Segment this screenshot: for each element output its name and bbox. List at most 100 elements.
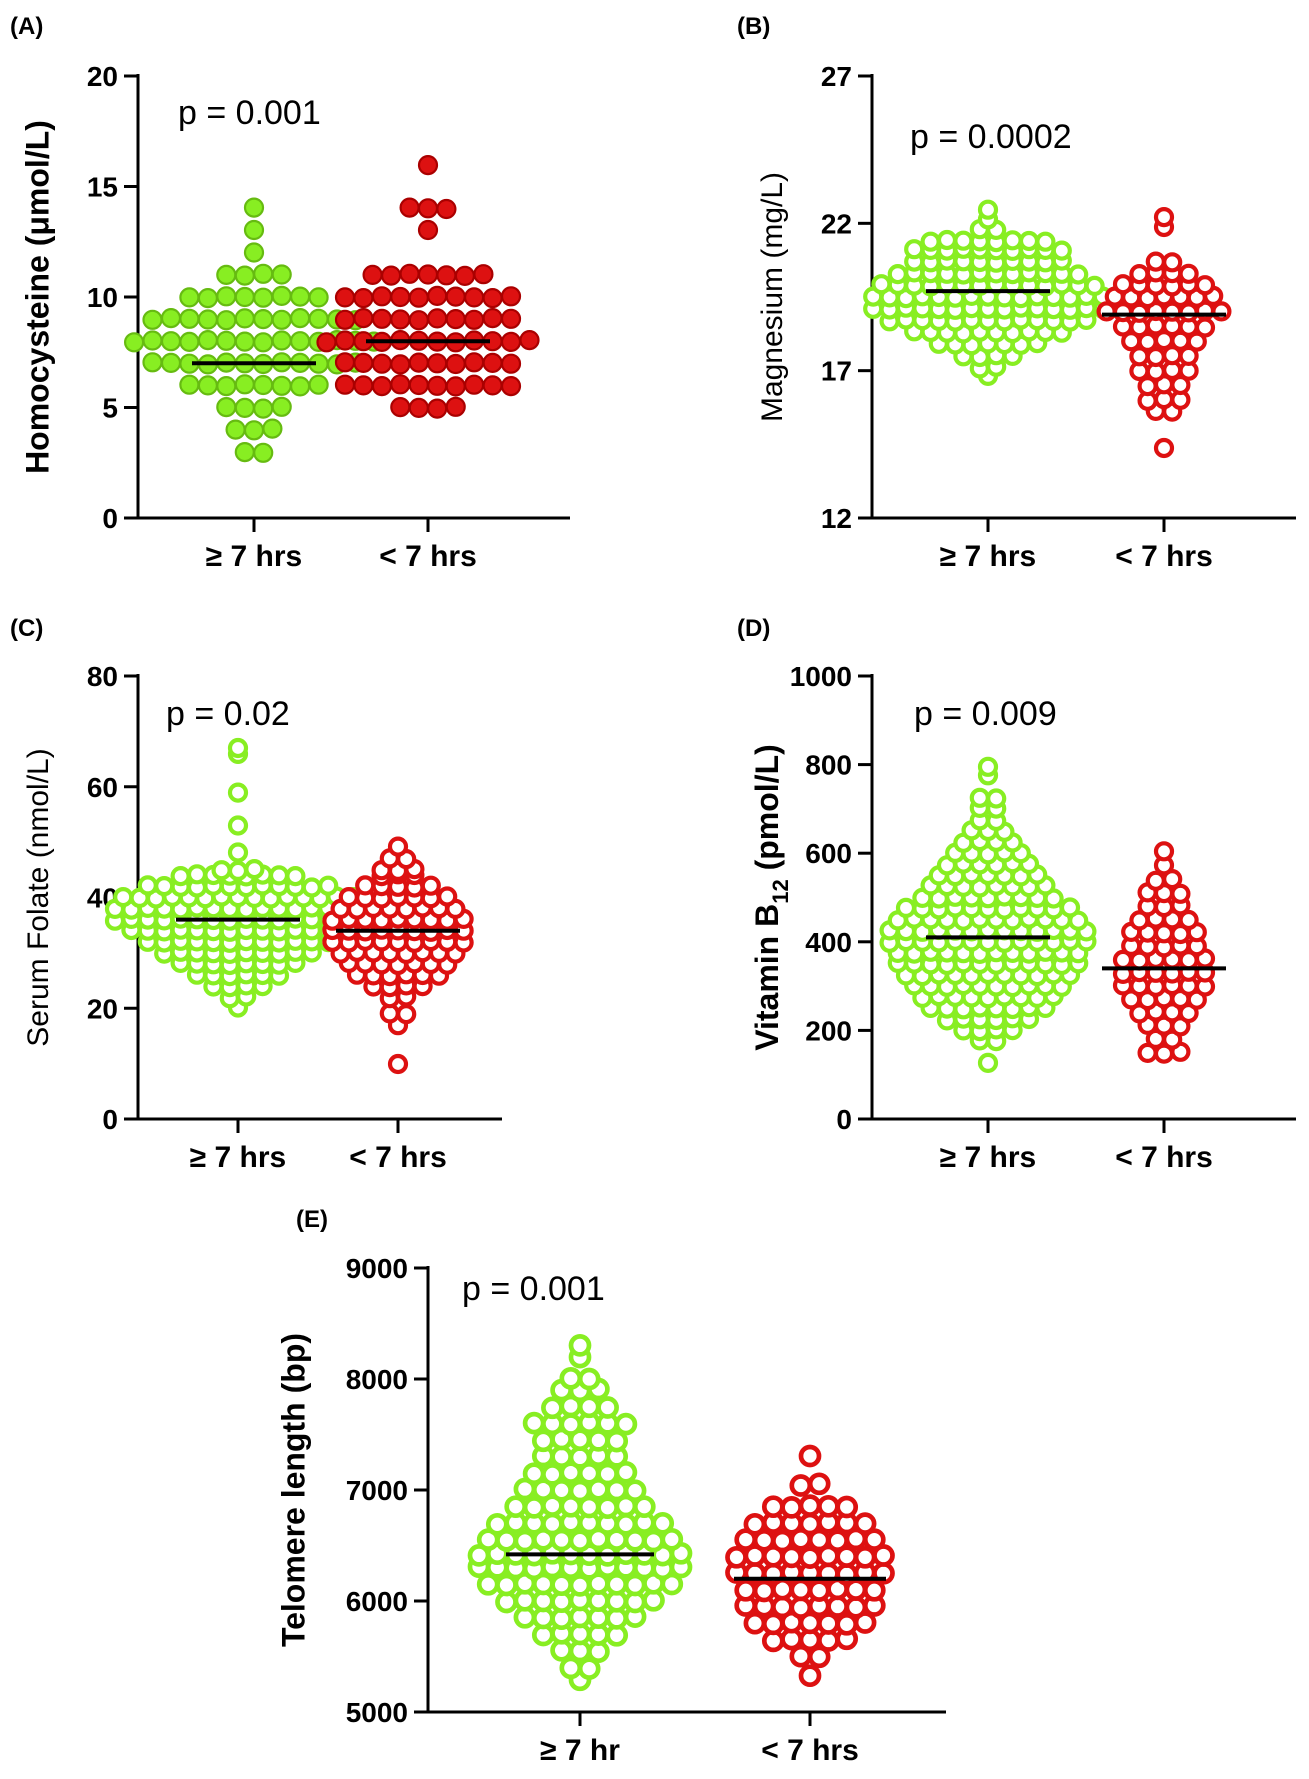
data-point <box>271 375 292 396</box>
x-category-label: ≥ 7 hrs <box>206 540 303 573</box>
x-category-label: < 7 hrs <box>761 1734 859 1767</box>
data-point <box>614 1412 638 1436</box>
data-point <box>986 788 1007 809</box>
y-tick-label: 200 <box>805 1015 852 1046</box>
data-point <box>920 231 941 252</box>
data-point <box>427 398 448 419</box>
y-tick-label: 800 <box>805 750 852 781</box>
data-point <box>160 331 182 352</box>
data-point <box>271 309 292 330</box>
data-point <box>862 1578 886 1602</box>
data-point <box>568 1529 592 1553</box>
data-point <box>1153 437 1175 459</box>
data-point <box>798 1512 822 1536</box>
data-point <box>1178 909 1199 931</box>
data-point <box>216 330 237 351</box>
data-point <box>225 419 246 440</box>
data-point <box>482 288 503 309</box>
data-point <box>243 219 265 241</box>
data-point <box>464 352 485 373</box>
data-point <box>1178 263 1199 284</box>
data-point <box>541 1463 564 1486</box>
data-point <box>436 198 457 220</box>
panel-label: (C) <box>10 615 43 642</box>
y-tick-label: 27 <box>821 61 852 92</box>
data-point <box>390 374 411 395</box>
data-point <box>253 374 274 396</box>
data-point <box>427 285 448 306</box>
data-point <box>568 1334 592 1357</box>
y-tick-label: 600 <box>805 838 852 869</box>
data-point <box>1129 264 1150 285</box>
data-point <box>485 1512 509 1536</box>
panel-label: (E) <box>296 1206 328 1233</box>
data-point <box>227 860 249 882</box>
data-point <box>234 286 255 308</box>
data-point <box>408 374 429 396</box>
data-point <box>445 286 466 307</box>
data-point <box>513 1529 537 1553</box>
data-point <box>154 875 175 897</box>
data-point <box>408 287 429 308</box>
data-point <box>334 374 356 395</box>
data-point <box>417 198 439 219</box>
data-point <box>504 1495 528 1519</box>
data-point <box>396 1003 417 1025</box>
data-point <box>445 396 466 417</box>
x-category-label: ≥ 7 hr <box>540 1734 620 1767</box>
data-point <box>179 331 200 352</box>
data-point <box>408 310 429 331</box>
series-short-sleep <box>1096 207 1232 459</box>
series-long-sleep <box>879 756 1097 1074</box>
y-tick-label: 5 <box>102 393 118 424</box>
data-point <box>417 219 439 241</box>
chart-panel-e: (E) 5000 6000 7000 8000 9000 ≥ 7 hr < 7 hrs Telo… <box>275 1206 946 1767</box>
data-point <box>253 332 274 353</box>
data-point <box>1162 252 1183 273</box>
data-point <box>334 309 356 330</box>
data-point <box>445 376 466 397</box>
data-point <box>253 309 274 330</box>
x-category-label: ≥ 7 hrs <box>190 1141 287 1174</box>
data-point <box>387 1053 409 1075</box>
data-point <box>522 1462 546 1486</box>
data-point <box>271 330 292 351</box>
y-tick-label: 9000 <box>346 1253 408 1284</box>
data-point <box>334 287 356 308</box>
data-point <box>1194 317 1216 338</box>
chart-panel-b: (B) 12 17 22 27 ≥ 7 hrs < 7 hrs Magnesium (mg/L… <box>737 13 1296 573</box>
data-point <box>216 376 237 397</box>
data-point <box>953 230 974 251</box>
data-point <box>1035 231 1056 252</box>
data-point <box>1170 883 1191 904</box>
data-point <box>353 375 374 396</box>
data-point <box>522 1411 546 1435</box>
data-point <box>420 875 441 896</box>
data-point <box>301 877 322 898</box>
data-point <box>541 1396 564 1420</box>
data-point <box>160 352 182 373</box>
data-point <box>904 239 925 260</box>
data-point <box>408 397 429 418</box>
data-point <box>596 1396 619 1419</box>
data-point <box>137 875 158 896</box>
p-value-label: p = 0.0002 <box>910 118 1072 156</box>
data-point <box>807 1645 831 1669</box>
x-category-label: ≥ 7 hrs <box>940 540 1037 573</box>
y-tick-label: 80 <box>87 661 118 692</box>
data-point <box>500 376 522 397</box>
data-point <box>244 858 265 880</box>
data-point <box>771 1529 794 1553</box>
x-category-label: < 7 hrs <box>1115 540 1213 573</box>
y-tick-label: 10 <box>87 282 118 313</box>
data-point <box>623 1479 647 1503</box>
data-point <box>1018 230 1040 252</box>
data-point <box>559 1366 583 1390</box>
data-point <box>253 442 274 463</box>
data-point <box>1059 897 1081 918</box>
data-point <box>482 352 503 373</box>
data-point <box>390 354 411 375</box>
y-tick-label: 22 <box>821 208 852 239</box>
data-point <box>371 308 392 329</box>
